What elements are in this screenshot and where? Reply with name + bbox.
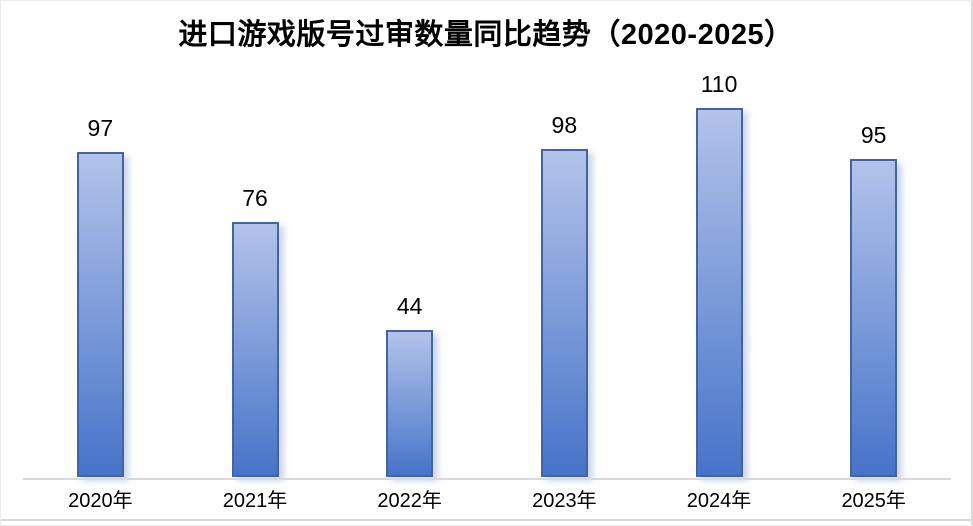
bar-2024	[695, 108, 743, 477]
x-axis-label-2020: 2020年	[68, 490, 133, 512]
bottom-divider	[1, 519, 971, 521]
bar-value-label: 44	[396, 293, 423, 319]
x-axis-labels: 2020年 2021年 2022年 2023年 2024年 2025年	[23, 488, 951, 514]
bar-2025	[850, 159, 898, 477]
bar-2021	[231, 222, 279, 477]
x-axis-label-2025: 2025年	[841, 490, 906, 512]
bar-2020	[76, 152, 124, 477]
x-axis-label-2023: 2023年	[532, 490, 597, 512]
bar-value-label: 76	[242, 185, 268, 211]
plot-area: 97 76 44 98 110 95	[23, 61, 951, 477]
bar-group-2024: 110	[642, 61, 797, 477]
bar-value-label: 110	[700, 71, 738, 97]
x-axis-label-2024: 2024年	[686, 490, 752, 512]
bar-2022	[386, 330, 434, 477]
bar-2023	[540, 149, 588, 477]
x-axis-label-2021: 2021年	[222, 490, 288, 512]
chart-title: 进口游戏版号过审数量同比趋势（2020-2025）	[178, 19, 794, 51]
bar-group-2022: 44	[332, 61, 487, 477]
bar-group-2025: 95	[796, 61, 951, 477]
bar-value-label: 97	[87, 115, 114, 141]
x-axis-label-2022: 2022年	[377, 490, 442, 512]
bar-group-2021: 76	[178, 61, 333, 477]
bar-value-label: 98	[551, 112, 578, 138]
bar-group-2023: 98	[487, 61, 642, 477]
x-axis-line	[23, 478, 951, 480]
bar-value-label: 95	[860, 122, 887, 148]
bar-group-2020: 97	[23, 61, 178, 477]
